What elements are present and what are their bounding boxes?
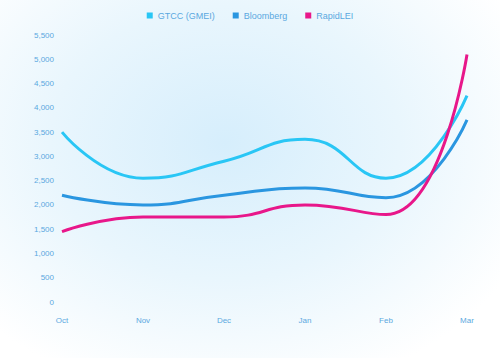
svg-text:Feb: Feb — [379, 316, 393, 325]
svg-text:5,500: 5,500 — [34, 31, 55, 40]
svg-text:4,000: 4,000 — [34, 103, 55, 112]
svg-text:5,000: 5,000 — [34, 55, 55, 64]
svg-text:Oct: Oct — [56, 316, 69, 325]
svg-text:Mar: Mar — [460, 316, 474, 325]
svg-text:RapidLEI: RapidLEI — [316, 11, 353, 21]
svg-text:Dec: Dec — [217, 316, 231, 325]
svg-text:Nov: Nov — [136, 316, 150, 325]
svg-text:3,500: 3,500 — [34, 128, 55, 137]
svg-text:GTCC (GMEI): GTCC (GMEI) — [158, 11, 215, 21]
svg-text:Jan: Jan — [299, 316, 312, 325]
svg-text:1,500: 1,500 — [34, 225, 55, 234]
svg-text:3,000: 3,000 — [34, 152, 55, 161]
svg-text:2,000: 2,000 — [34, 200, 55, 209]
svg-text:4,500: 4,500 — [34, 79, 55, 88]
svg-text:1,000: 1,000 — [34, 249, 55, 258]
svg-text:0: 0 — [50, 298, 55, 307]
svg-text:500: 500 — [41, 273, 55, 282]
svg-text:2,500: 2,500 — [34, 176, 55, 185]
svg-text:Bloomberg: Bloomberg — [244, 11, 288, 21]
